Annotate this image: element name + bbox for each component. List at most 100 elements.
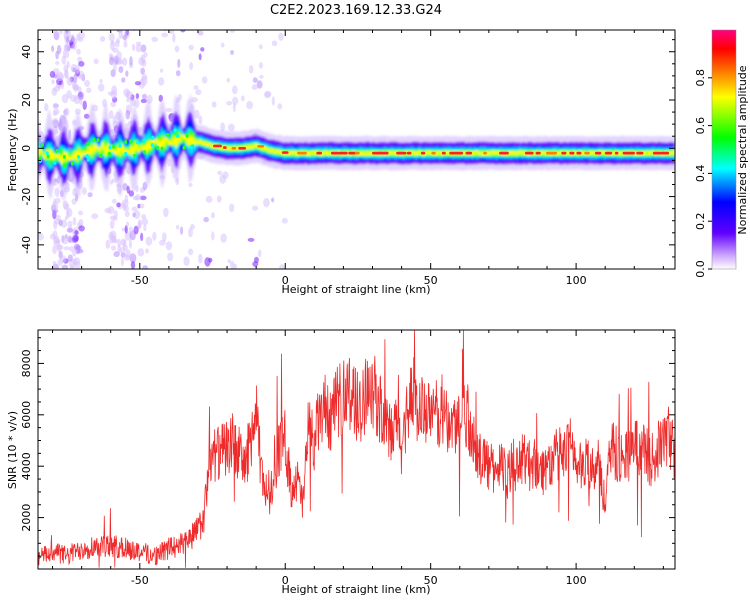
spectrogram-blob (86, 141, 90, 146)
spectrogram-noise-blob (135, 44, 143, 53)
spectrogram-noise-blob (61, 264, 69, 269)
spectrogram-noise-blob (61, 55, 67, 65)
spectrogram-noise-blob (258, 44, 263, 50)
spectrogram-panel: -50 0 50 100 -40 -20 0 20 40 Height of straight… (6, 29, 676, 296)
spectrogram-peak-segment (213, 144, 222, 148)
spectrogram-noise-blob (130, 261, 136, 269)
spectrogram-noise-blob (200, 47, 205, 52)
spectrogram-noise-blob (125, 221, 130, 228)
spectrogram-peak-segment (231, 146, 237, 150)
spectrogram-peak-segment (441, 151, 446, 155)
spectrogram-noise-blob (54, 128, 59, 135)
spectrogram-peak-segment (552, 151, 558, 155)
spectrogram-noise-blob (180, 226, 184, 235)
spectrogram-blob (143, 138, 147, 143)
spectrogram-peak-segment (378, 151, 389, 155)
spectrogram-noise-blob (125, 70, 129, 77)
spectrogram-blob (108, 145, 112, 150)
spectrogram-noise-blob (258, 62, 263, 69)
spectrogram-blob (46, 154, 50, 159)
spectrogram-noise-blob (49, 233, 56, 240)
colorbar-tick-label: 0.6 (694, 117, 707, 135)
spectrogram-noise-blob (161, 32, 169, 38)
spectrogram-peak-segment (576, 151, 582, 155)
spectrogram-noise-blob (64, 44, 70, 52)
spectrogram-noise-blob (55, 50, 59, 60)
spectrogram-noise-blob (118, 66, 124, 74)
spectrogram-peak-segment (354, 151, 360, 155)
spectrogram-noise-blob (158, 239, 166, 246)
spectrogram-noise-blob (183, 256, 190, 266)
spectrogram-blob (99, 154, 103, 159)
spectrogram-noise-blob (208, 257, 213, 263)
spectrogram-x-tick-label: -50 (131, 274, 149, 287)
spectrogram-noise-blob (57, 259, 63, 266)
spectrogram-noise-blob (271, 197, 275, 203)
spectrogram-noise-blob (145, 248, 149, 254)
spectrogram-noise-blob (52, 102, 59, 110)
spectrogram-noise-blob (220, 42, 225, 48)
spectrogram-blob (85, 154, 89, 159)
spectrogram-noise-blob (53, 30, 58, 36)
spectrogram-x-tick-label: 50 (424, 274, 438, 287)
spectrogram-noise-blob (189, 62, 194, 71)
spectrogram-noise-blob (263, 198, 270, 208)
spectrogram-peak-segment (281, 151, 289, 154)
spectrogram-noise-blob (137, 220, 141, 230)
spectrogram-blob (160, 146, 164, 151)
spectrogram-noise-blob (99, 36, 106, 42)
spectrogram-noise-blob (240, 95, 245, 102)
spectrogram-blob (41, 142, 45, 147)
spectrogram-noise-blob (211, 231, 215, 241)
spectrogram-noise-blob (75, 33, 81, 41)
spectrogram-noise-blob (229, 203, 235, 213)
spectrogram-noise-blob (61, 93, 69, 104)
spectrogram-noise-blob (180, 30, 186, 33)
spectrogram-noise-blob (73, 73, 78, 84)
spectrogram-blob (92, 137, 96, 142)
spectrogram-noise-blob (133, 210, 141, 220)
spectrogram-noise-blob (271, 40, 278, 47)
spectrogram-noise-blob (129, 56, 133, 66)
spectrogram-noise-blob (198, 253, 203, 264)
spectrogram-peak-segment (499, 151, 509, 155)
spectrogram-noise-blob (195, 89, 202, 96)
spectrogram-noise-blob (124, 194, 129, 203)
spectrogram-peak-segment (652, 151, 662, 155)
spectrogram-noise-blob (167, 252, 174, 262)
spectrogram-noise-blob (52, 260, 57, 268)
spectrogram-noise-blob (111, 245, 117, 251)
spectrogram-peak-segment (614, 151, 619, 155)
spectrogram-noise-blob (70, 34, 75, 40)
spectrogram-noise-blob (113, 251, 120, 258)
spectrogram-noise-blob (131, 43, 136, 52)
spectrogram-noise-blob (134, 194, 142, 201)
spectrogram-noise-blob (177, 58, 181, 69)
spectrogram-noise-blob (227, 123, 235, 132)
spectrogram-noise-blob (143, 224, 147, 232)
spectrogram-noise-blob (143, 52, 148, 58)
spectrogram-noise-blob (158, 94, 163, 103)
spectrogram-noise-blob (43, 102, 49, 112)
spectrogram-blob (45, 151, 49, 156)
spectrogram-noise-blob (216, 195, 222, 203)
spectrogram-peak-segment (561, 151, 567, 155)
snr-y-tick-label: 2000 (20, 504, 33, 532)
spectrogram-blob (70, 161, 74, 166)
spectrogram-y-tick-label: 0 (20, 145, 33, 152)
spectrogram-noise-blob (110, 101, 116, 108)
spectrogram-noise-blob (168, 30, 175, 35)
spectrogram-noise-blob (232, 96, 239, 106)
spectrogram-noise-blob (211, 212, 215, 219)
spectrogram-noise-blob (188, 227, 193, 238)
spectrogram-noise-blob (52, 110, 58, 117)
spectrogram-noise-blob (51, 201, 59, 212)
spectrogram-frame (37, 29, 676, 270)
spectrogram-noise-blob (114, 40, 120, 48)
spectrogram-blob (150, 142, 154, 147)
spectrogram-noise-blob (112, 198, 117, 204)
spectrogram-blob (112, 144, 116, 149)
spectrogram-noise-blob (54, 187, 60, 198)
spectrogram-noise-blob (211, 101, 217, 108)
snr-line (38, 330, 675, 568)
